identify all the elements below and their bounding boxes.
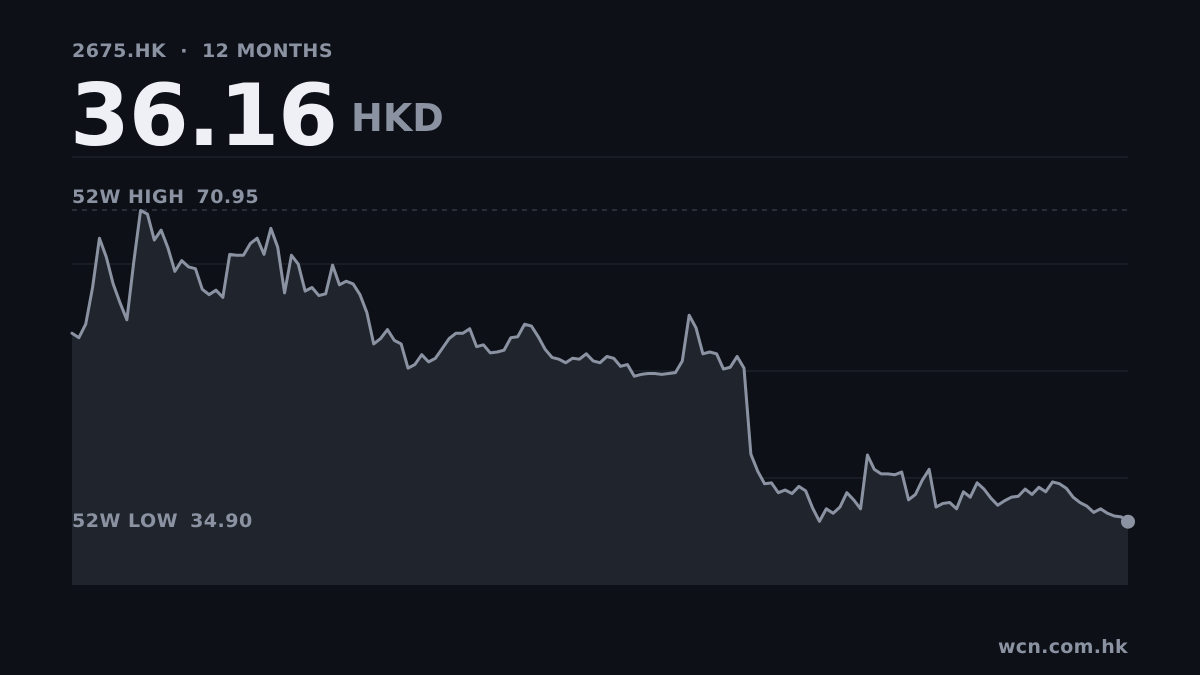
price-currency: HKD <box>351 96 444 140</box>
price-value: 36.16 <box>70 66 338 166</box>
price-line <box>70 208 1130 524</box>
current-price: 36.16 HKD <box>70 66 444 166</box>
52w-high-caption: 52W HIGH <box>72 186 185 208</box>
period-label: 12 MONTHS <box>201 40 334 62</box>
52w-low-caption: 52W LOW <box>72 510 179 532</box>
52w-high-label: 52W HIGH 70.95 <box>72 186 259 208</box>
ticker-symbol: 2675.HK <box>72 40 167 62</box>
52w-low-label: 52W LOW 34.90 <box>72 510 253 532</box>
chart-header: 2675.HK · 12 MONTHS <box>72 40 333 62</box>
52w-high-value: 70.95 <box>196 186 260 208</box>
header-separator: · <box>180 40 188 62</box>
last-price-marker <box>1121 514 1135 529</box>
52w-low-value: 34.90 <box>190 510 253 532</box>
source-label: wcn.com.hk <box>997 636 1128 658</box>
